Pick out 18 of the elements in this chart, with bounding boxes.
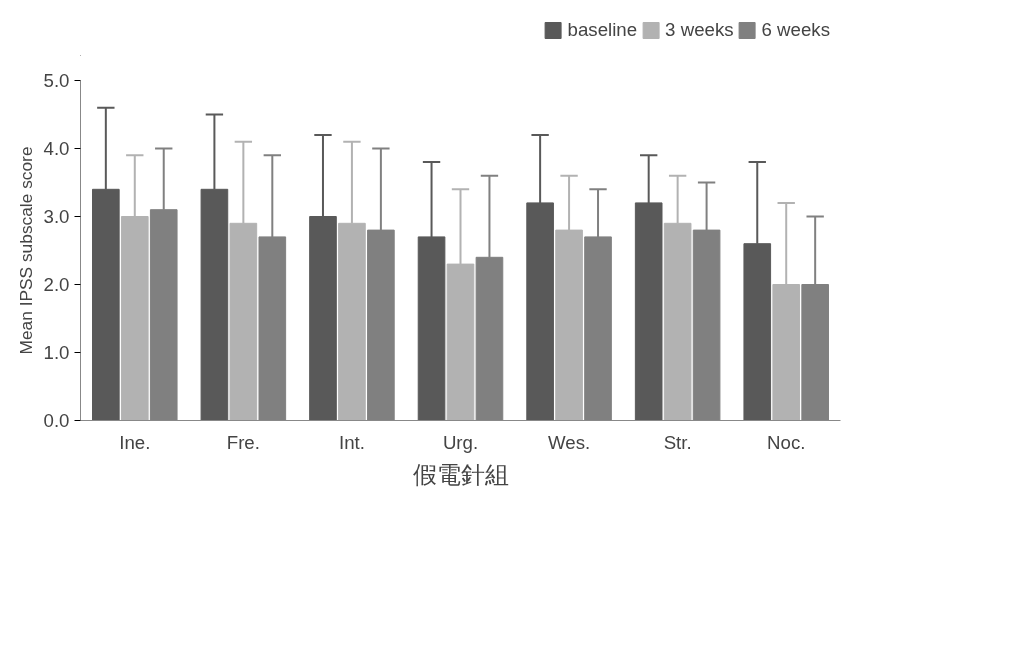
y-tick-label: 4.0 xyxy=(43,138,70,159)
y-tick-label: 0.0 xyxy=(43,410,70,431)
y-axis-title: Mean IPSS subscale score xyxy=(15,146,36,355)
legend-label: 6 weeks xyxy=(761,19,830,41)
x-tick-label: Urg. xyxy=(442,431,479,453)
y-tick-label: 2.0 xyxy=(43,274,70,295)
legend-label: baseline xyxy=(567,19,638,41)
x-tick-label: Fre. xyxy=(226,431,260,453)
x-axis-title: 假電針組 xyxy=(412,460,509,488)
x-tick-label: Str. xyxy=(663,431,692,453)
x-tick-label: Int. xyxy=(338,431,365,453)
x-tick-label: Ine. xyxy=(119,431,151,453)
x-tick-label: Noc. xyxy=(767,431,806,453)
y-tick-label: 1.0 xyxy=(43,342,70,363)
legend-label: 3 weeks xyxy=(665,19,734,41)
y-tick-label: 3.0 xyxy=(43,206,70,227)
x-tick-label: Wes. xyxy=(547,431,591,453)
y-tick-label: 5.0 xyxy=(43,70,70,91)
